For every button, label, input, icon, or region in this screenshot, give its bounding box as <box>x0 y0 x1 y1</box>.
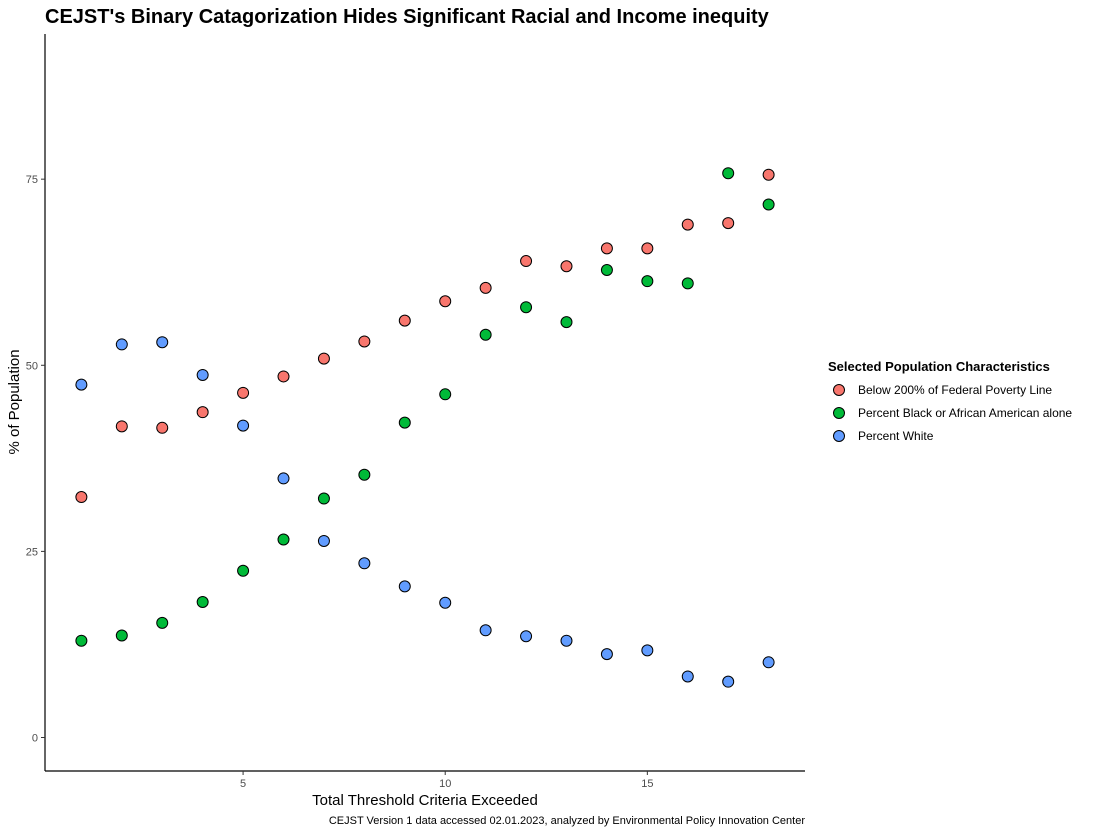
plot-area: 0 25 50 75 5 10 15 <box>26 34 805 790</box>
y-ticks: 0 25 50 75 <box>26 174 45 745</box>
data-point <box>115 629 128 642</box>
x-axis-title: Total Threshold Criteria Exceeded <box>312 792 538 809</box>
data-point <box>277 472 290 485</box>
data-point <box>560 634 573 647</box>
data-point <box>600 263 613 276</box>
data-point <box>479 624 492 637</box>
data-point <box>237 386 250 399</box>
data-point <box>722 675 735 688</box>
data-point <box>398 314 411 327</box>
data-point <box>762 198 775 211</box>
data-point <box>237 419 250 432</box>
legend-label: Percent Black or African American alone <box>858 406 1072 420</box>
data-point <box>75 491 88 504</box>
data-point <box>600 242 613 255</box>
data-point <box>317 492 330 505</box>
data-point <box>600 648 613 661</box>
data-point <box>520 630 533 643</box>
data-point <box>560 260 573 273</box>
y-tick-label: 25 <box>26 546 38 558</box>
data-point <box>358 335 371 348</box>
data-point <box>641 275 654 288</box>
legend-title: Selected Population Characteristics <box>828 359 1050 374</box>
data-point <box>317 534 330 547</box>
data-point <box>520 255 533 268</box>
data-point <box>762 168 775 181</box>
data-point <box>681 277 694 290</box>
data-point <box>196 596 209 609</box>
data-point <box>237 564 250 577</box>
legend-label: Percent White <box>858 429 934 443</box>
data-point <box>317 352 330 365</box>
data-point <box>681 218 694 231</box>
data-point <box>115 338 128 351</box>
data-point <box>277 533 290 546</box>
data-point <box>681 670 694 683</box>
data-point <box>722 167 735 180</box>
legend: Selected Population Characteristics Belo… <box>828 359 1072 443</box>
legend-key <box>833 430 845 442</box>
data-point <box>196 406 209 419</box>
data-point <box>722 217 735 230</box>
x-ticks: 5 10 15 <box>240 771 653 790</box>
legend-key <box>833 407 845 419</box>
data-point <box>75 378 88 391</box>
data-point <box>156 421 169 434</box>
x-tick-label: 5 <box>240 778 246 790</box>
data-point <box>439 596 452 609</box>
legend-key <box>833 384 845 396</box>
y-tick-label: 50 <box>26 360 38 372</box>
data-point <box>479 328 492 341</box>
data-point <box>439 388 452 401</box>
data-point <box>398 416 411 429</box>
data-point <box>358 468 371 481</box>
legend-label: Below 200% of Federal Poverty Line <box>858 383 1052 397</box>
chart-title: CEJST's Binary Catagorization Hides Sign… <box>45 6 770 28</box>
x-tick-label: 15 <box>641 778 653 790</box>
data-point <box>115 420 128 433</box>
data-point <box>560 316 573 329</box>
data-point <box>641 644 654 657</box>
data-point <box>439 295 452 308</box>
data-point <box>75 634 88 647</box>
data-point <box>358 557 371 570</box>
caption: CEJST Version 1 data accessed 02.01.2023… <box>329 815 805 827</box>
y-tick-label: 0 <box>32 733 38 745</box>
data-point <box>196 368 209 381</box>
y-axis-title: % of Population <box>6 349 23 454</box>
data-point <box>479 281 492 294</box>
legend-items: Below 200% of Federal Poverty Line Percen… <box>833 383 1072 443</box>
y-tick-label: 75 <box>26 174 38 186</box>
data-point <box>156 616 169 629</box>
data-point <box>398 580 411 593</box>
x-tick-label: 10 <box>439 778 451 790</box>
data-point <box>520 301 533 314</box>
data-point <box>277 370 290 383</box>
data-point <box>762 656 775 669</box>
data-point <box>641 242 654 255</box>
data-point <box>156 336 169 349</box>
data-points <box>75 167 775 688</box>
